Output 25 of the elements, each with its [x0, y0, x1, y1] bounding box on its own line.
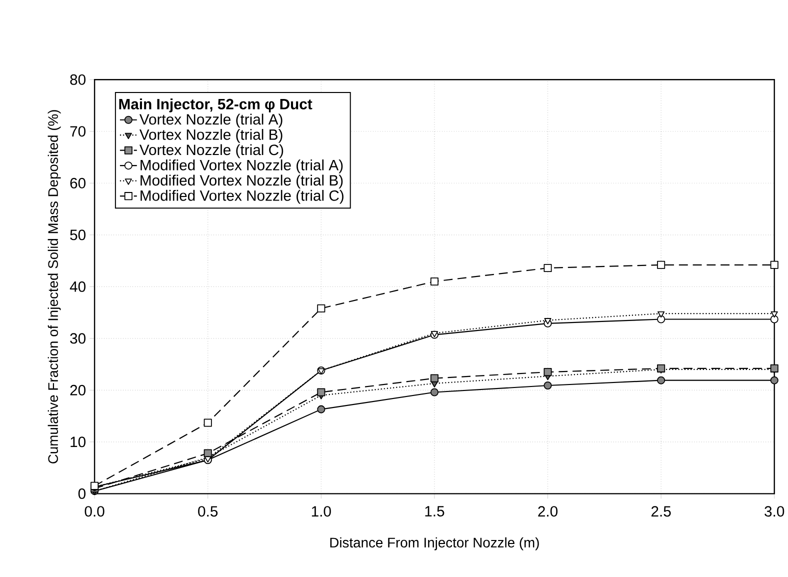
- y-tick-label: 30: [70, 333, 86, 344]
- y-tick-label: 60: [70, 178, 86, 188]
- y-tick-label: 40: [70, 281, 86, 292]
- legend-label: Vortex Nozzle (trial C): [139, 144, 284, 158]
- y-tick-label: 50: [70, 229, 86, 240]
- y-tick-label: 80: [70, 74, 86, 85]
- y-axis-title: Cumulative Fraction of Injected Solid Mass Deposited (%): [48, 110, 61, 464]
- x-tick-label: 0.5: [198, 506, 218, 516]
- x-tick-label: 1.0: [312, 506, 331, 516]
- y-tick-label: 0: [78, 488, 86, 499]
- x-tick-label: 0.0: [84, 506, 104, 516]
- legend-label: Modified Vortex Nozzle (trial C): [140, 190, 344, 204]
- x-axis-title: Distance From Injector Nozzle (m): [330, 537, 539, 550]
- legend-label: Vortex Nozzle (trial B): [139, 128, 282, 143]
- legend-title: Main Injector, 52-cm φ Duct: [119, 98, 312, 112]
- legend-label: Modified Vortex Nozzle (trial B): [140, 174, 343, 188]
- x-tick-label: 2.0: [538, 506, 558, 516]
- x-tick-label: 1.5: [425, 506, 444, 516]
- y-tick-label: 20: [70, 384, 86, 396]
- y-tick-label: 10: [70, 436, 86, 448]
- y-tick-label: 70: [70, 126, 86, 136]
- x-tick-label: 2.5: [651, 506, 671, 516]
- legend-label: Modified Vortex Nozzle (trial A): [140, 159, 343, 174]
- legend-label: Vortex Nozzle (trial A): [139, 114, 282, 128]
- x-tick-label: 3.0: [764, 506, 784, 516]
